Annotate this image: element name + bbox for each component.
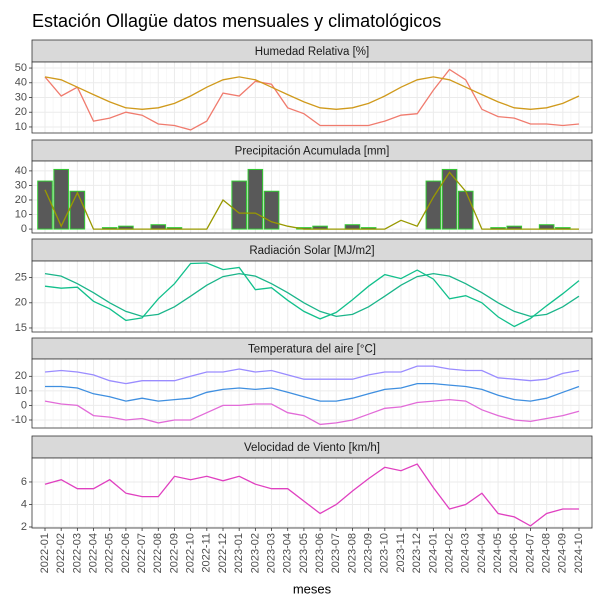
x-tick-label: 2023-03 bbox=[265, 533, 277, 573]
panel-title: Temperatura del aire [°C] bbox=[248, 344, 376, 356]
y-tick-label: 20 bbox=[15, 106, 27, 118]
y-tick-label: 2 bbox=[21, 521, 27, 533]
panel-title: Precipitación Acumulada [mm] bbox=[235, 146, 390, 158]
x-tick-label: 2024-01 bbox=[427, 533, 439, 573]
x-tick-label: 2023-02 bbox=[249, 533, 261, 573]
x-tick-label: 2023-12 bbox=[411, 533, 423, 573]
x-tick-label: 2023-07 bbox=[330, 533, 342, 573]
bar bbox=[457, 190, 474, 230]
y-tick-label: 30 bbox=[15, 91, 27, 103]
line bbox=[44, 171, 579, 230]
bar bbox=[441, 168, 458, 230]
x-tick-label: 2024-03 bbox=[460, 533, 472, 573]
x-tick-label: 2023-04 bbox=[282, 533, 294, 573]
y-tick-label: 6 bbox=[21, 476, 27, 488]
line bbox=[44, 272, 580, 318]
y-tick-label: 10 bbox=[15, 121, 27, 133]
line bbox=[44, 398, 580, 426]
x-tick-label: 2024-04 bbox=[476, 533, 488, 573]
x-tick-label: 2023-09 bbox=[363, 533, 375, 573]
x-tick-label: 2024-02 bbox=[443, 533, 455, 573]
x-tick-label: 2022-12 bbox=[217, 533, 229, 573]
y-tick-label: 20 bbox=[15, 194, 27, 206]
y-tick-label: 20 bbox=[15, 370, 27, 382]
x-tick-label: 2023-05 bbox=[298, 533, 310, 573]
y-tick-label: 20 bbox=[15, 297, 27, 309]
line bbox=[44, 68, 580, 131]
y-tick-label: 50 bbox=[15, 62, 27, 74]
plot-border bbox=[31, 61, 593, 134]
x-tick-label: 2024-07 bbox=[524, 533, 536, 573]
chart-title: Estación Ollagüe datos mensuales y clima… bbox=[32, 11, 441, 31]
x-tick-label: 2023-11 bbox=[395, 533, 407, 573]
line bbox=[44, 262, 580, 328]
y-tick-label: 4 bbox=[21, 498, 27, 510]
y-tick-label: 30 bbox=[15, 179, 27, 191]
x-tick-label: 2024-08 bbox=[541, 533, 553, 573]
bar bbox=[53, 168, 69, 230]
bar bbox=[150, 224, 167, 230]
x-tick-label: 2023-01 bbox=[233, 533, 245, 573]
x-tick-label: 2022-01 bbox=[39, 533, 51, 573]
plot-border bbox=[31, 160, 593, 234]
line bbox=[44, 463, 579, 527]
x-tick-label: 2022-03 bbox=[71, 533, 83, 573]
y-tick-label: 25 bbox=[15, 272, 27, 284]
bar bbox=[344, 224, 361, 230]
y-tick-label: 40 bbox=[15, 165, 27, 177]
x-tick-label: 2024-09 bbox=[557, 533, 569, 573]
bar bbox=[231, 180, 247, 230]
y-tick-label: 0 bbox=[21, 399, 27, 411]
plot-border bbox=[31, 457, 593, 529]
bar bbox=[69, 190, 86, 230]
x-tick-label: 2023-08 bbox=[346, 533, 358, 573]
y-tick-label: 10 bbox=[15, 385, 27, 397]
x-tick-label: 2022-08 bbox=[152, 533, 164, 573]
panel-title: Humedad Relativa [%] bbox=[255, 46, 369, 58]
y-tick-label: 0 bbox=[21, 223, 27, 235]
x-tick-label: 2023-10 bbox=[379, 533, 391, 573]
bar bbox=[247, 168, 264, 230]
x-tick-label: 2024-06 bbox=[508, 533, 520, 573]
x-tick-label: 2022-06 bbox=[120, 533, 132, 573]
x-tick-label: 2024-05 bbox=[492, 533, 504, 573]
y-tick-label: 40 bbox=[15, 77, 27, 89]
panel-title: Radiación Solar [MJ/m2] bbox=[249, 245, 374, 257]
x-tick-label: 2022-05 bbox=[104, 533, 116, 573]
line bbox=[44, 76, 580, 110]
bar bbox=[37, 180, 53, 230]
y-tick-label: 10 bbox=[15, 208, 27, 220]
x-tick-label: 2022-07 bbox=[136, 533, 148, 573]
x-tick-label: 2022-04 bbox=[87, 533, 99, 573]
x-tick-label: 2022-10 bbox=[185, 533, 197, 573]
line bbox=[45, 382, 580, 402]
x-tick-label: 2022-11 bbox=[201, 533, 213, 573]
plot-border bbox=[31, 358, 593, 429]
y-tick-label: 15 bbox=[15, 322, 27, 334]
bar bbox=[538, 224, 555, 230]
x-tick-label: 2023-06 bbox=[314, 533, 326, 573]
bar bbox=[425, 180, 442, 230]
line bbox=[44, 365, 580, 385]
x-axis-title: meses bbox=[293, 581, 332, 596]
y-tick-label: -10 bbox=[11, 414, 27, 426]
plot-border bbox=[31, 260, 593, 333]
x-tick-label: 2022-02 bbox=[55, 533, 67, 573]
panel-title: Velocidad de Viento [km/h] bbox=[244, 442, 380, 454]
x-tick-label: 2024-10 bbox=[573, 533, 585, 573]
x-tick-label: 2022-09 bbox=[168, 533, 180, 573]
